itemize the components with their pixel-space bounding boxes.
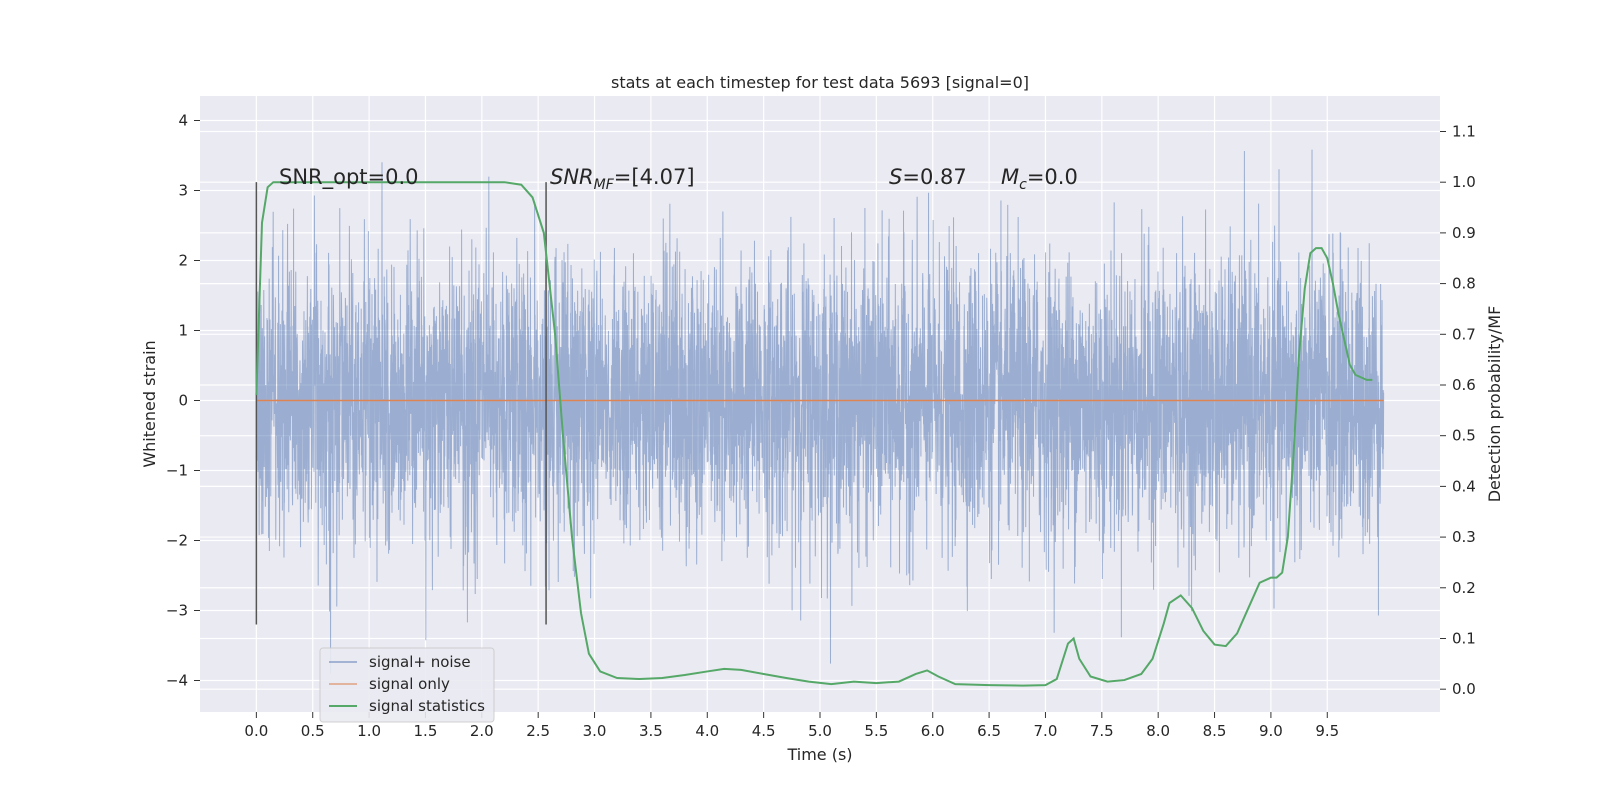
y-tick-label: 0 xyxy=(178,392,188,410)
y2-tick-label: 0.0 xyxy=(1452,680,1476,698)
y2-axis-label: Detection probability/MF xyxy=(1485,306,1504,503)
x-tick-label: 3.5 xyxy=(639,722,663,740)
series-signal-statistics xyxy=(255,181,1373,687)
y2-tick-label: 1.1 xyxy=(1452,122,1476,140)
legend-label-signal-noise: signal+ noise xyxy=(369,653,471,671)
x-tick-label: 7.5 xyxy=(1090,722,1114,740)
y2-tick-label: 1.0 xyxy=(1452,173,1476,191)
x-axis-ticks: 0.0 0.5 1.0 1.5 2.0 2.5 3.0 3.5 4.0 4.5 5.0 5.5 6.0 6… xyxy=(244,712,1339,740)
y-tick-label: −4 xyxy=(166,672,188,690)
x-tick-label: 7.0 xyxy=(1034,722,1058,740)
x-tick-label: 6.5 xyxy=(977,722,1001,740)
x-tick-label: 2.5 xyxy=(526,722,550,740)
y-tick-label: 4 xyxy=(178,112,188,130)
x-tick-label: 1.0 xyxy=(357,722,381,740)
x-tick-label: 9.0 xyxy=(1259,722,1283,740)
y-tick-label: 3 xyxy=(178,182,188,200)
y-axis-label: Whitened strain xyxy=(140,340,159,467)
y2-tick-label: 0.8 xyxy=(1452,275,1476,293)
chart-title: stats at each timestep for test data 569… xyxy=(611,73,1029,92)
x-tick-label: 3.0 xyxy=(583,722,607,740)
legend-box xyxy=(319,647,495,723)
x-tick-label: 4.0 xyxy=(695,722,719,740)
y2-tick-label: 0.4 xyxy=(1452,477,1476,495)
x-tick-label: 4.5 xyxy=(752,722,776,740)
annotation-s: S=0.87 xyxy=(889,165,967,189)
y2-axis-ticks: 1.1 1.0 0.9 0.8 0.7 0.6 0.5 0.4 0.3 0.2 0.1 0.0 xyxy=(1440,122,1476,698)
annotation-snr-opt: SNR_opt=0.0 xyxy=(279,165,419,190)
legend-label-signal-only: signal only xyxy=(369,675,450,693)
y-tick-label: −2 xyxy=(166,532,188,550)
y-tick-label: −3 xyxy=(166,602,188,620)
legend: signal+ noise signal only signal statist… xyxy=(319,647,495,723)
y2-tick-label: 0.3 xyxy=(1452,528,1476,546)
x-axis-label: Time (s) xyxy=(786,745,852,764)
x-tick-label: 5.0 xyxy=(808,722,832,740)
y-tick-label: 2 xyxy=(178,252,188,270)
legend-label-signal-statistics: signal statistics xyxy=(369,697,485,715)
x-tick-label: 9.5 xyxy=(1315,722,1339,740)
series-signal-noise xyxy=(255,149,1385,674)
y2-tick-label: 0.7 xyxy=(1452,325,1476,343)
annotation-snr-mf: SNRMF=[4.07] xyxy=(550,165,695,193)
x-tick-label: 8.5 xyxy=(1203,722,1227,740)
x-tick-label: 0.5 xyxy=(301,722,325,740)
y-tick-label: −1 xyxy=(166,462,188,480)
y2-tick-label: 0.5 xyxy=(1452,427,1476,445)
x-tick-label: 6.0 xyxy=(921,722,945,740)
x-tick-label: 0.0 xyxy=(244,722,268,740)
y2-tick-label: 0.2 xyxy=(1452,579,1476,597)
y2-tick-label: 0.9 xyxy=(1452,224,1476,242)
annotations: SNR_opt=0.0 SNRMF=[4.07] S=0.87 Mc=0.0 xyxy=(279,165,1078,193)
annotation-mc: Mc=0.0 xyxy=(1001,165,1078,193)
x-tick-label: 2.0 xyxy=(470,722,494,740)
x-tick-label: 8.0 xyxy=(1146,722,1170,740)
y2-tick-label: 0.6 xyxy=(1452,376,1476,394)
x-tick-label: 1.5 xyxy=(414,722,438,740)
x-tick-label: 5.5 xyxy=(864,722,888,740)
y2-tick-label: 0.1 xyxy=(1452,629,1476,647)
y-axis-ticks: 4 3 2 1 0 −1 −2 −3 −4 xyxy=(166,112,200,690)
y-tick-label: 1 xyxy=(178,322,188,340)
